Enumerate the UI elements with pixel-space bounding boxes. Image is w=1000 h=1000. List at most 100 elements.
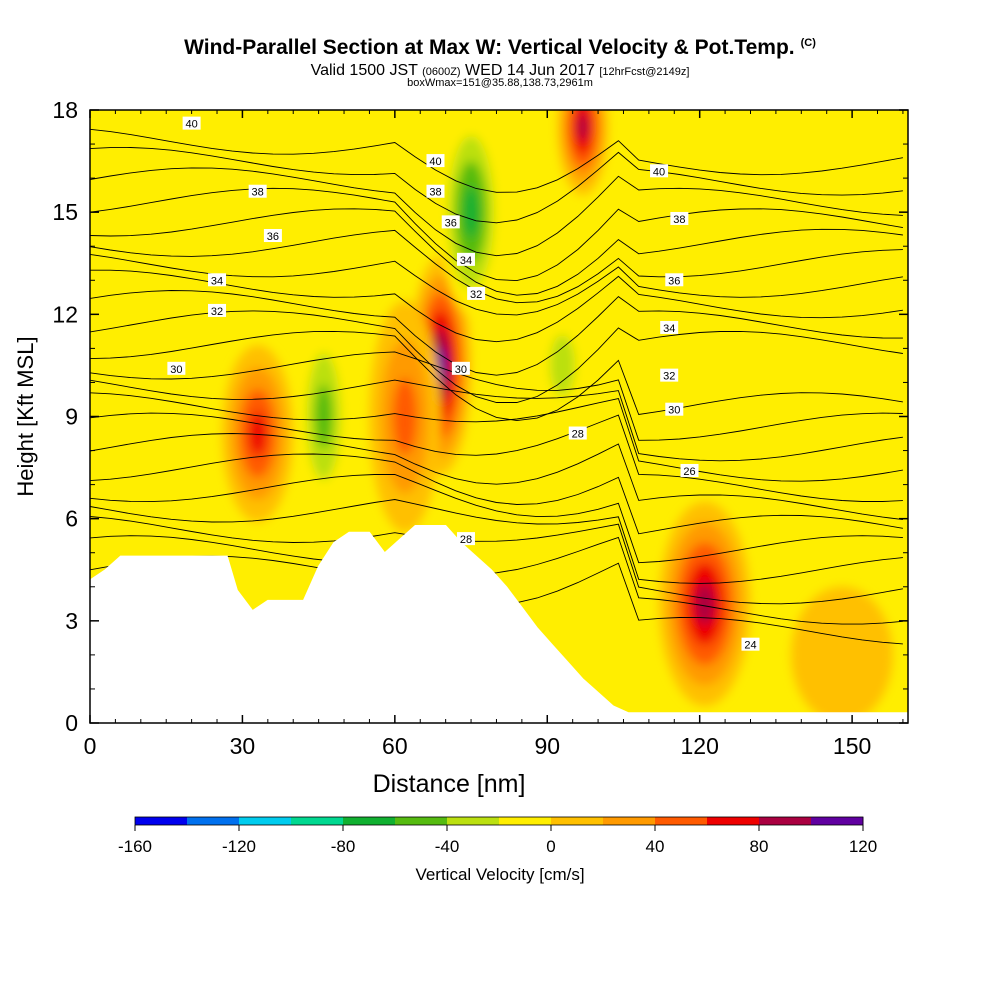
theta-label-text: 40 — [653, 166, 665, 178]
colorbar-swatch — [551, 817, 604, 825]
copyright-mark: (C) — [800, 37, 816, 49]
colorbar-swatch — [811, 817, 864, 825]
theta-label-bg — [426, 154, 445, 168]
theta-contour-line — [90, 499, 903, 584]
theta-contour-line — [90, 167, 903, 257]
colorbar-swatch — [655, 817, 708, 825]
x-tick-label: 0 — [84, 733, 97, 759]
w-cell-8-level-1 — [791, 586, 893, 723]
colorbar-tick-label: 40 — [646, 837, 665, 856]
theta-label-bg — [670, 211, 689, 225]
valid-utc: (0600Z) — [422, 66, 461, 78]
valid-prefix: Valid 1500 JST — [310, 62, 418, 79]
theta-label-text: 36 — [668, 275, 680, 287]
theta-contour-line — [90, 474, 903, 564]
theta-label-bg — [208, 303, 227, 317]
x-tick-label: 30 — [230, 733, 256, 759]
theta-label-1: 40 — [426, 154, 445, 168]
theta-label-17: 30 — [665, 402, 684, 417]
theta-label-text: 30 — [170, 364, 182, 376]
theta-label-bg — [248, 184, 267, 198]
theta-label-bg — [182, 116, 201, 130]
valid-fcst: [12hrFcst@2149z] — [599, 66, 690, 78]
theta-label-10: 34 — [456, 252, 475, 267]
theta-contour-line — [90, 128, 903, 193]
y-tick-label: 15 — [52, 199, 78, 225]
colorbar-tick-label: 0 — [546, 837, 555, 856]
theta-contour-line — [90, 330, 903, 422]
w-cell-7-level-5 — [695, 583, 714, 625]
theta-label-text: 40 — [429, 156, 441, 168]
theta-label-4: 38 — [426, 184, 445, 199]
colorbar-frame — [134, 816, 864, 826]
colorbar-swatch — [239, 817, 292, 825]
theta-label-bg — [441, 215, 460, 229]
colorbar-tick-label: -120 — [222, 837, 256, 856]
theta-contour-line — [90, 229, 903, 304]
theta-label-text: 30 — [668, 405, 680, 417]
theta-label-2: 40 — [650, 164, 669, 178]
w-cell-0-level-4 — [248, 411, 267, 456]
x-axis-label: Distance [nm] — [373, 770, 526, 798]
theta-label-text: 34 — [460, 255, 472, 267]
theta-label-11: 34 — [660, 320, 679, 335]
theta-label-0: 40 — [182, 116, 201, 131]
theta-label-13: 32 — [467, 286, 486, 301]
colorbar-swatch — [135, 817, 188, 825]
colorbar-swatch — [187, 817, 240, 825]
colorbar-label: Vertical Velocity [cm/s] — [415, 865, 584, 884]
colorbar-swatch — [707, 817, 760, 825]
theta-contour-line — [90, 433, 903, 521]
theta-contour-line — [90, 147, 903, 224]
theta-label-bg — [456, 532, 475, 546]
theta-contour-line — [90, 187, 903, 282]
theta-label-text: 34 — [663, 323, 675, 335]
theta-label-bg — [665, 402, 684, 416]
colorbar-swatch — [447, 817, 500, 825]
valid-date: WED 14 Jun 2017 — [465, 62, 595, 79]
theta-contour-line — [90, 453, 903, 535]
x-tick-label: 120 — [681, 733, 719, 759]
colorbar: -160 -120 -80 -40 0 40 80 120 Vertical Velocity … — [118, 816, 877, 884]
theta-label-6: 36 — [263, 229, 282, 243]
theta-contour-line — [90, 351, 903, 441]
y-tick-label: 18 — [52, 97, 78, 123]
theta-label-19: 28 — [456, 532, 475, 546]
theta-label-bg — [650, 164, 669, 178]
box-wmax-line: boxWmax=151@35.88,138.73,2961m — [407, 77, 593, 89]
y-tick-label: 9 — [65, 404, 78, 430]
valid-time-line: Valid 1500 JST (0600Z) WED 14 Jun 2017 [… — [0, 62, 1000, 80]
theta-label-8: 36 — [665, 273, 684, 287]
w-cell-5-level-5 — [577, 113, 588, 141]
terrain — [90, 525, 908, 723]
terrain-mask — [90, 525, 908, 723]
theta-label-text: 24 — [744, 640, 756, 652]
theta-label-bg — [741, 637, 760, 651]
theta-label-text: 34 — [211, 275, 223, 287]
theta-label-18: 28 — [568, 426, 587, 441]
w-cell-4-level-4 — [463, 186, 479, 238]
theta-label-21: 24 — [741, 637, 760, 652]
colorbar-tick-label: -160 — [118, 837, 152, 856]
x-tick-label: 90 — [534, 733, 560, 759]
theta-label-bg — [208, 273, 227, 287]
theta-label-text: 38 — [252, 187, 264, 199]
theta-label-text: 28 — [572, 429, 584, 441]
theta-contour-line — [90, 208, 903, 296]
theta-label-bg — [263, 229, 282, 243]
y-tick-label: 12 — [52, 301, 78, 327]
theta-contour-line — [90, 392, 903, 482]
theta-label-3: 38 — [248, 184, 267, 199]
theta-label-5: 38 — [670, 211, 689, 226]
theta-label-text: 38 — [673, 214, 685, 226]
theta-label-bg — [660, 368, 679, 382]
theta-contour-line — [90, 535, 903, 625]
y-tick-label: 6 — [65, 506, 78, 532]
theta-label-text: 32 — [211, 306, 223, 318]
theta-label-16: 30 — [451, 361, 470, 376]
theta-contour-line — [90, 290, 903, 376]
theta-label-bg — [426, 184, 445, 198]
theta-label-15: 30 — [167, 361, 186, 376]
